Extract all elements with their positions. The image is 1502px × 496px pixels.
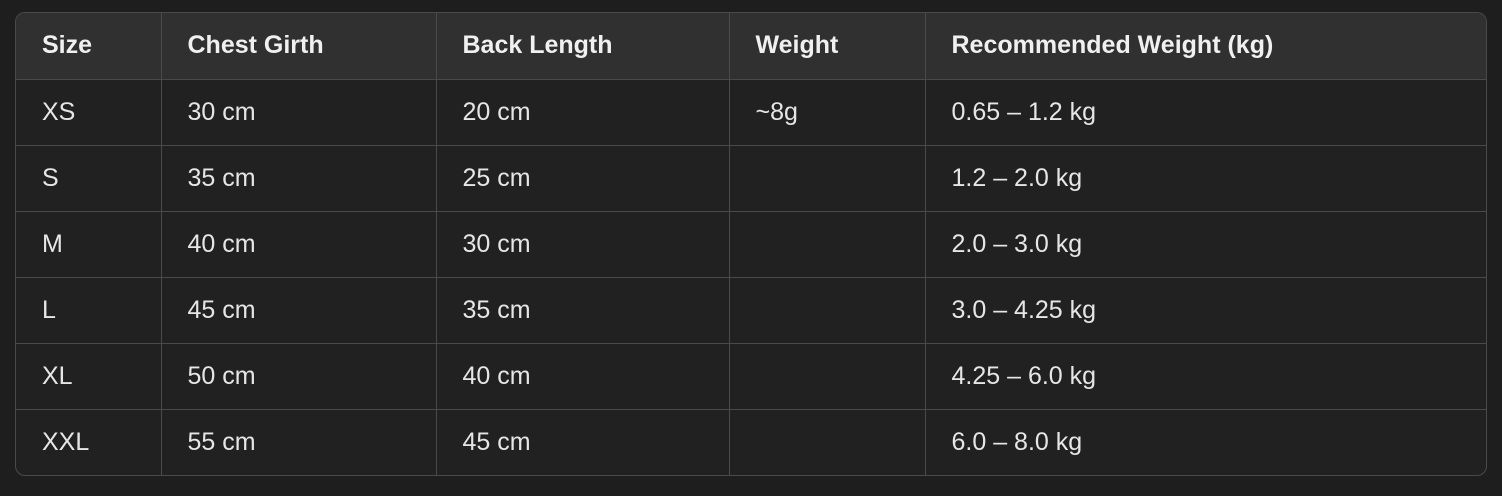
cell-size: XL xyxy=(16,343,162,410)
cell-chest-girth: 40 cm xyxy=(161,211,437,278)
table-row: XS 30 cm 20 cm ~8g 0.65 – 1.2 kg xyxy=(16,79,1486,146)
cell-back-length: 35 cm xyxy=(436,277,730,344)
table-body: XS 30 cm 20 cm ~8g 0.65 – 1.2 kg S 35 cm… xyxy=(16,79,1486,475)
cell-size: XXL xyxy=(16,409,162,475)
header-size: Size xyxy=(16,13,162,80)
cell-recommended-weight: 6.0 – 8.0 kg xyxy=(951,427,1083,456)
cell-weight xyxy=(729,343,926,410)
cell-weight xyxy=(729,211,926,278)
cell-back-length: 45 cm xyxy=(436,409,730,475)
table-header: Size Chest Girth Back Length Weight Reco… xyxy=(16,13,1486,80)
header-row: Size Chest Girth Back Length Weight Reco… xyxy=(16,13,1486,80)
cell-size: XS xyxy=(16,79,162,146)
cell-size: M xyxy=(16,211,162,278)
cell-weight xyxy=(729,277,926,344)
table-row: XXL 55 cm 45 cm 6.0 – 8.0 kg xyxy=(16,409,1486,475)
cell-weight xyxy=(729,409,926,475)
table-row: XL 50 cm 40 cm 4.25 – 6.0 kg xyxy=(16,343,1486,410)
cell-recommended-weight: 2.0 – 3.0 kg xyxy=(925,211,1486,278)
cell-recommended-weight: 3.0 – 4.25 kg xyxy=(925,277,1486,344)
header-weight: Weight xyxy=(729,13,926,80)
cell-back-length: 20 cm xyxy=(436,79,730,146)
cell-size: L xyxy=(16,277,162,344)
cell-chest-girth: 50 cm xyxy=(161,343,437,410)
cell-weight: ~8g xyxy=(729,79,926,146)
cell-back-length: 40 cm xyxy=(436,343,730,410)
cell-back-length: 30 cm xyxy=(436,211,730,278)
header-recommended-weight: Recommended Weight (kg) xyxy=(925,13,1486,80)
size-chart-table-container: Size Chest Girth Back Length Weight Reco… xyxy=(15,12,1487,476)
header-chest-girth: Chest Girth xyxy=(161,13,437,80)
cell-size: S xyxy=(16,145,162,212)
table-row: S 35 cm 25 cm 1.2 – 2.0 kg xyxy=(16,145,1486,212)
size-chart-table: Size Chest Girth Back Length Weight Reco… xyxy=(16,13,1486,475)
cell-back-length: 25 cm xyxy=(436,145,730,212)
cell-chest-girth: 30 cm xyxy=(161,79,437,146)
table-row: L 45 cm 35 cm 3.0 – 4.25 kg xyxy=(16,277,1486,344)
cell-chest-girth: 45 cm xyxy=(161,277,437,344)
cell-recommended-weight: 1.2 – 2.0 kg xyxy=(925,145,1486,212)
cell-chest-girth: 35 cm xyxy=(161,145,437,212)
cell-chest-girth: 55 cm xyxy=(161,409,437,475)
cell-recommended-weight: 4.25 – 6.0 kg xyxy=(925,343,1486,410)
cell-weight xyxy=(729,145,926,212)
table-row: M 40 cm 30 cm 2.0 – 3.0 kg xyxy=(16,211,1486,278)
cell-recommended-weight: 0.65 – 1.2 kg xyxy=(925,79,1486,146)
header-back-length: Back Length xyxy=(436,13,730,80)
